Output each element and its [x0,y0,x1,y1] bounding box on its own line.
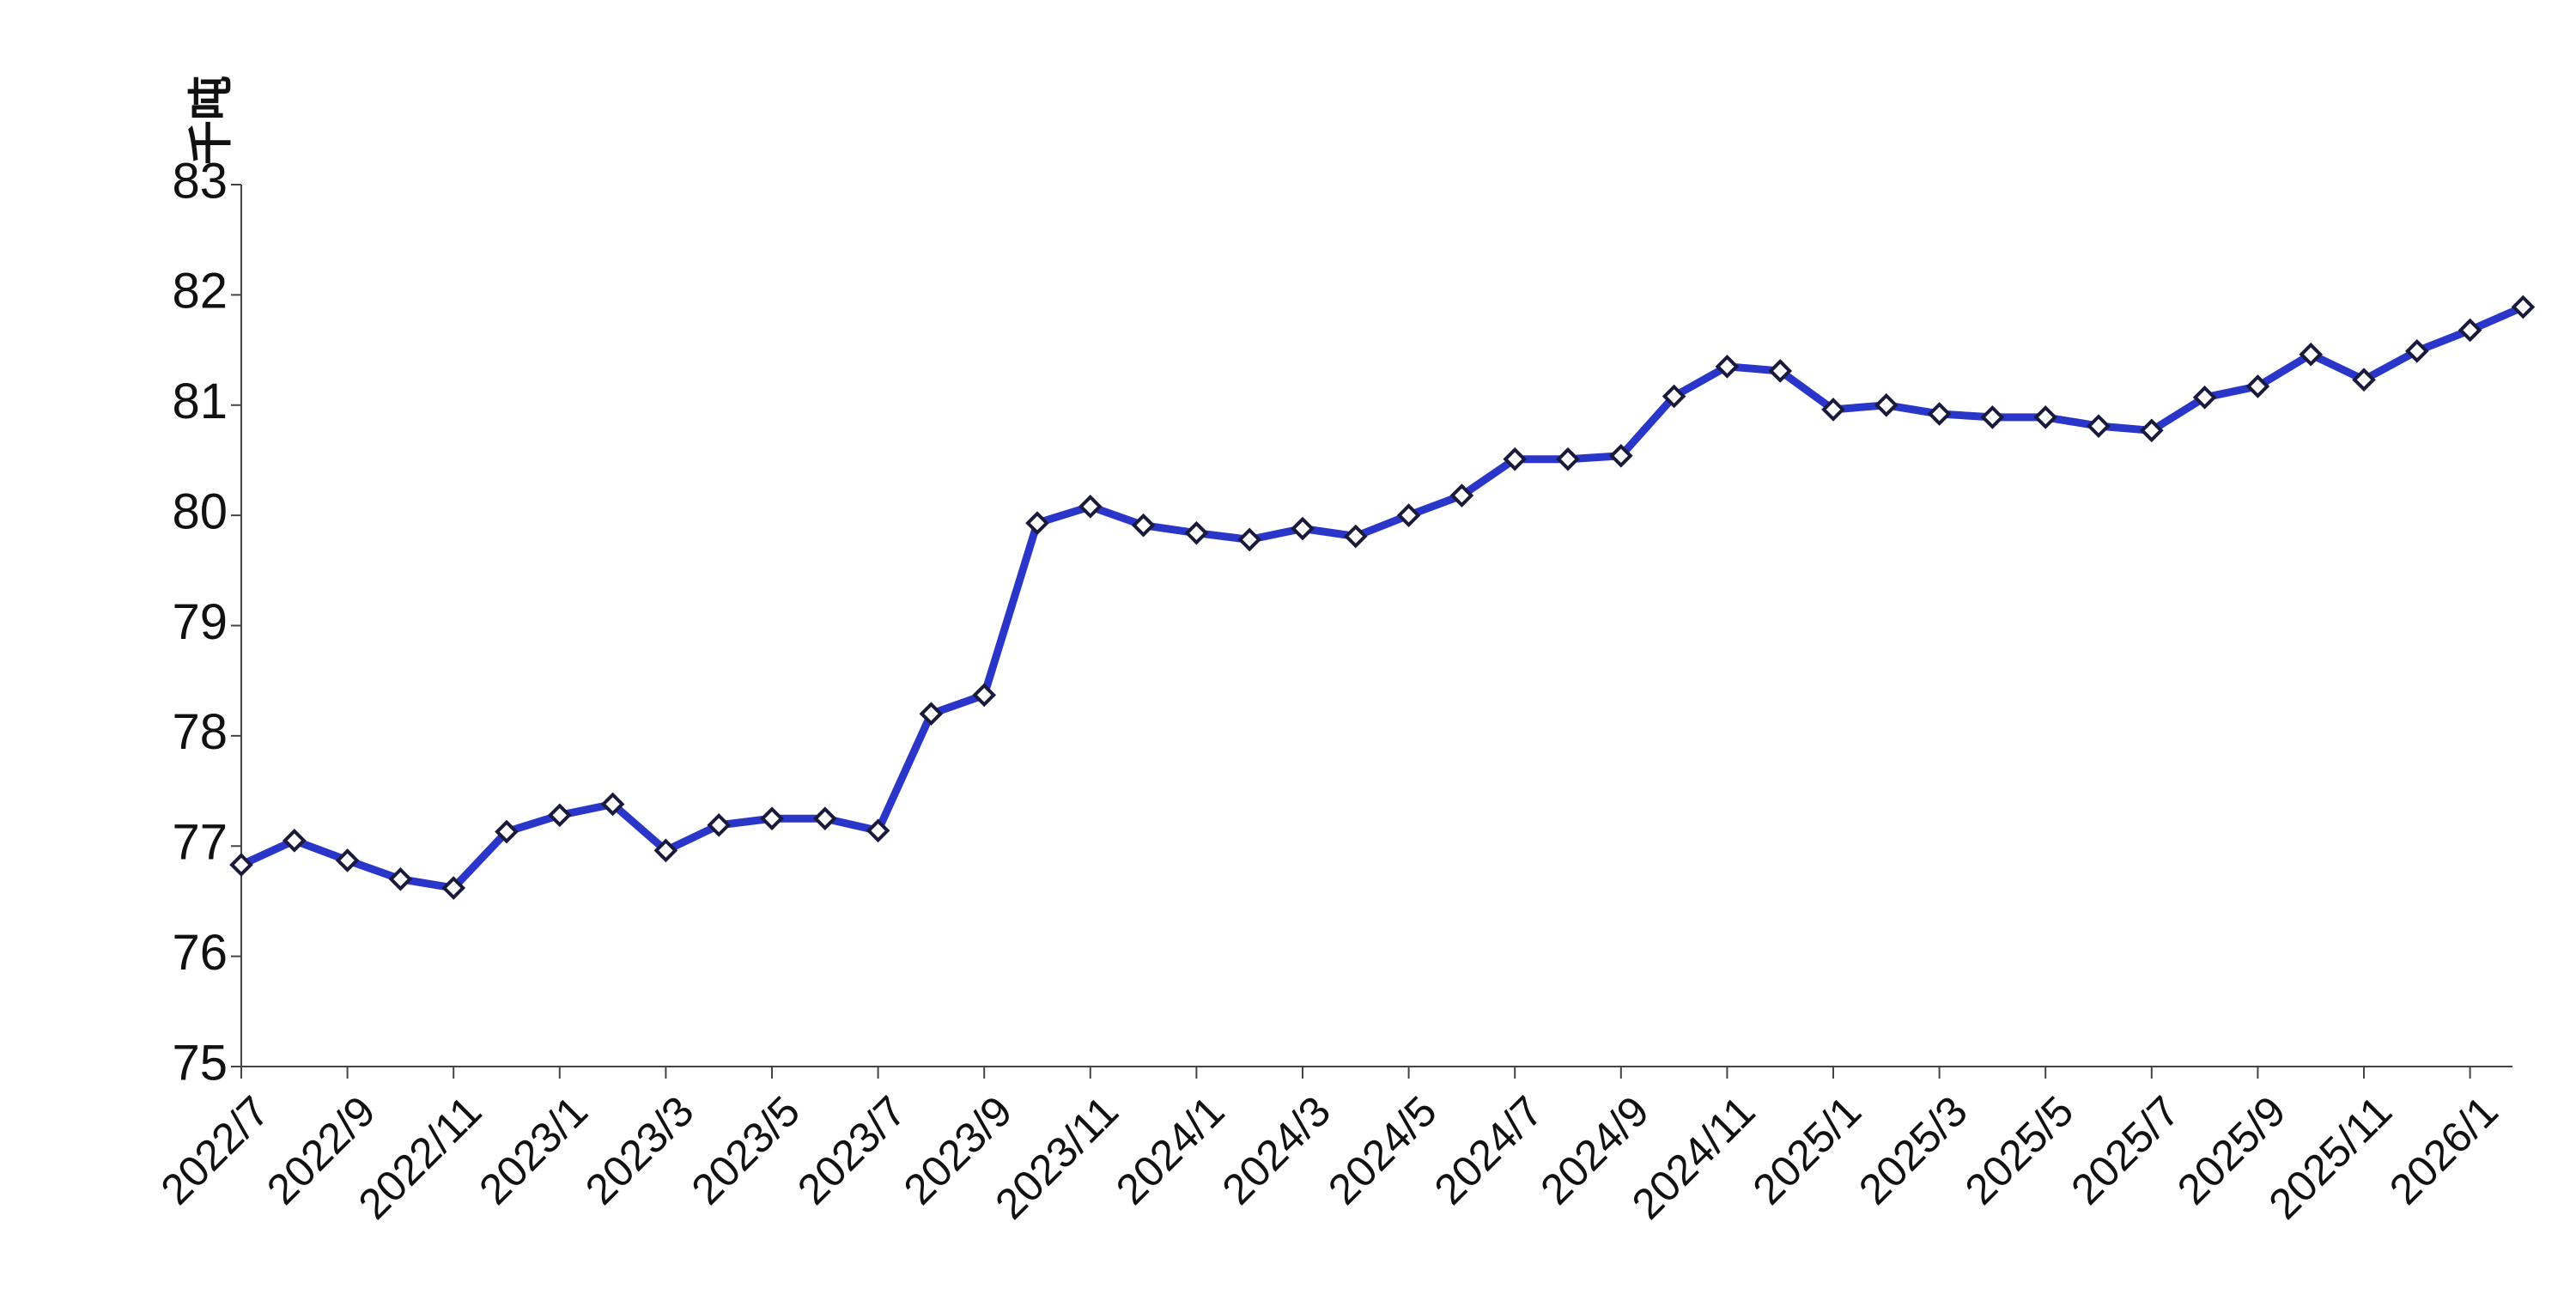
data-marker [1396,503,1421,527]
data-marker [229,853,253,877]
data-marker [2404,339,2429,363]
data-marker [441,876,466,900]
data-marker [2245,374,2270,398]
x-tick-label: 2023/7 [788,1087,915,1214]
data-marker [1715,354,1740,379]
data-marker [1556,447,1580,471]
y-tick-label: 82 [172,264,228,319]
y-tick-label: 79 [172,594,228,650]
data-marker [1821,398,1845,422]
data-marker [707,813,732,837]
x-tick-label: 2023/5 [682,1087,809,1214]
data-marker [600,792,625,817]
y-tick-label: 80 [172,483,228,539]
data-marker [1768,359,1793,383]
data-marker [1131,513,1156,538]
data-marker [2033,405,2058,429]
data-line [237,303,2527,892]
data-marker [335,848,360,872]
data-marker [1078,495,1103,519]
y-axis-label: 千吨 [187,76,237,165]
data-marker [2511,295,2536,319]
x-tick-label: 2025/7 [2062,1087,2189,1214]
y-tick-label: 78 [172,704,228,760]
x-tick-label: 2024/3 [1212,1087,1340,1214]
x-tick-label: 2024/1 [1107,1087,1234,1214]
data-marker [282,829,307,853]
data-marker [1237,527,1262,552]
data-marker [1980,405,2005,429]
data-marker [1291,516,1315,541]
data-marker [547,803,572,828]
data-marker [2192,385,2217,410]
data-marker [919,702,944,726]
data-marker [1503,447,1528,471]
y-tick-label: 77 [172,815,228,871]
data-marker [2139,418,2164,443]
x-tick-label: 2026/1 [2380,1087,2507,1214]
x-tick-label: 2022/7 [151,1087,278,1214]
x-tick-label: 2025/1 [1743,1087,1870,1214]
data-marker [760,806,784,830]
data-marker [812,806,837,830]
x-tick-label: 2025/5 [1956,1087,2083,1214]
data-marker [1874,392,1899,417]
data-marker [2352,368,2376,392]
data-marker [388,866,413,891]
x-tick-label: 2024/5 [1319,1087,1446,1214]
data-marker [2458,318,2482,343]
data-marker [2087,414,2111,438]
y-tick-label: 83 [172,153,228,209]
data-marker [866,818,890,843]
x-tick-label: 2023/1 [470,1087,597,1214]
data-marker [972,683,997,708]
data-marker [1662,384,1686,409]
data-marker [1449,483,1474,508]
data-marker [1343,524,1368,549]
data-marker [1927,402,1952,426]
data-marker [1184,520,1209,545]
x-tick-label: 2023/3 [576,1087,703,1214]
data-marker [1608,443,1633,468]
data-marker [1025,511,1049,535]
y-tick-label: 75 [172,1035,228,1091]
y-tick-label: 76 [172,925,228,981]
x-tick-label: 2025/3 [1850,1087,1977,1214]
x-tick-label: 2024/7 [1425,1087,1552,1214]
data-marker [2299,342,2324,367]
y-tick-label: 81 [172,374,228,429]
data-marker [653,838,678,863]
data-marker [495,819,519,844]
